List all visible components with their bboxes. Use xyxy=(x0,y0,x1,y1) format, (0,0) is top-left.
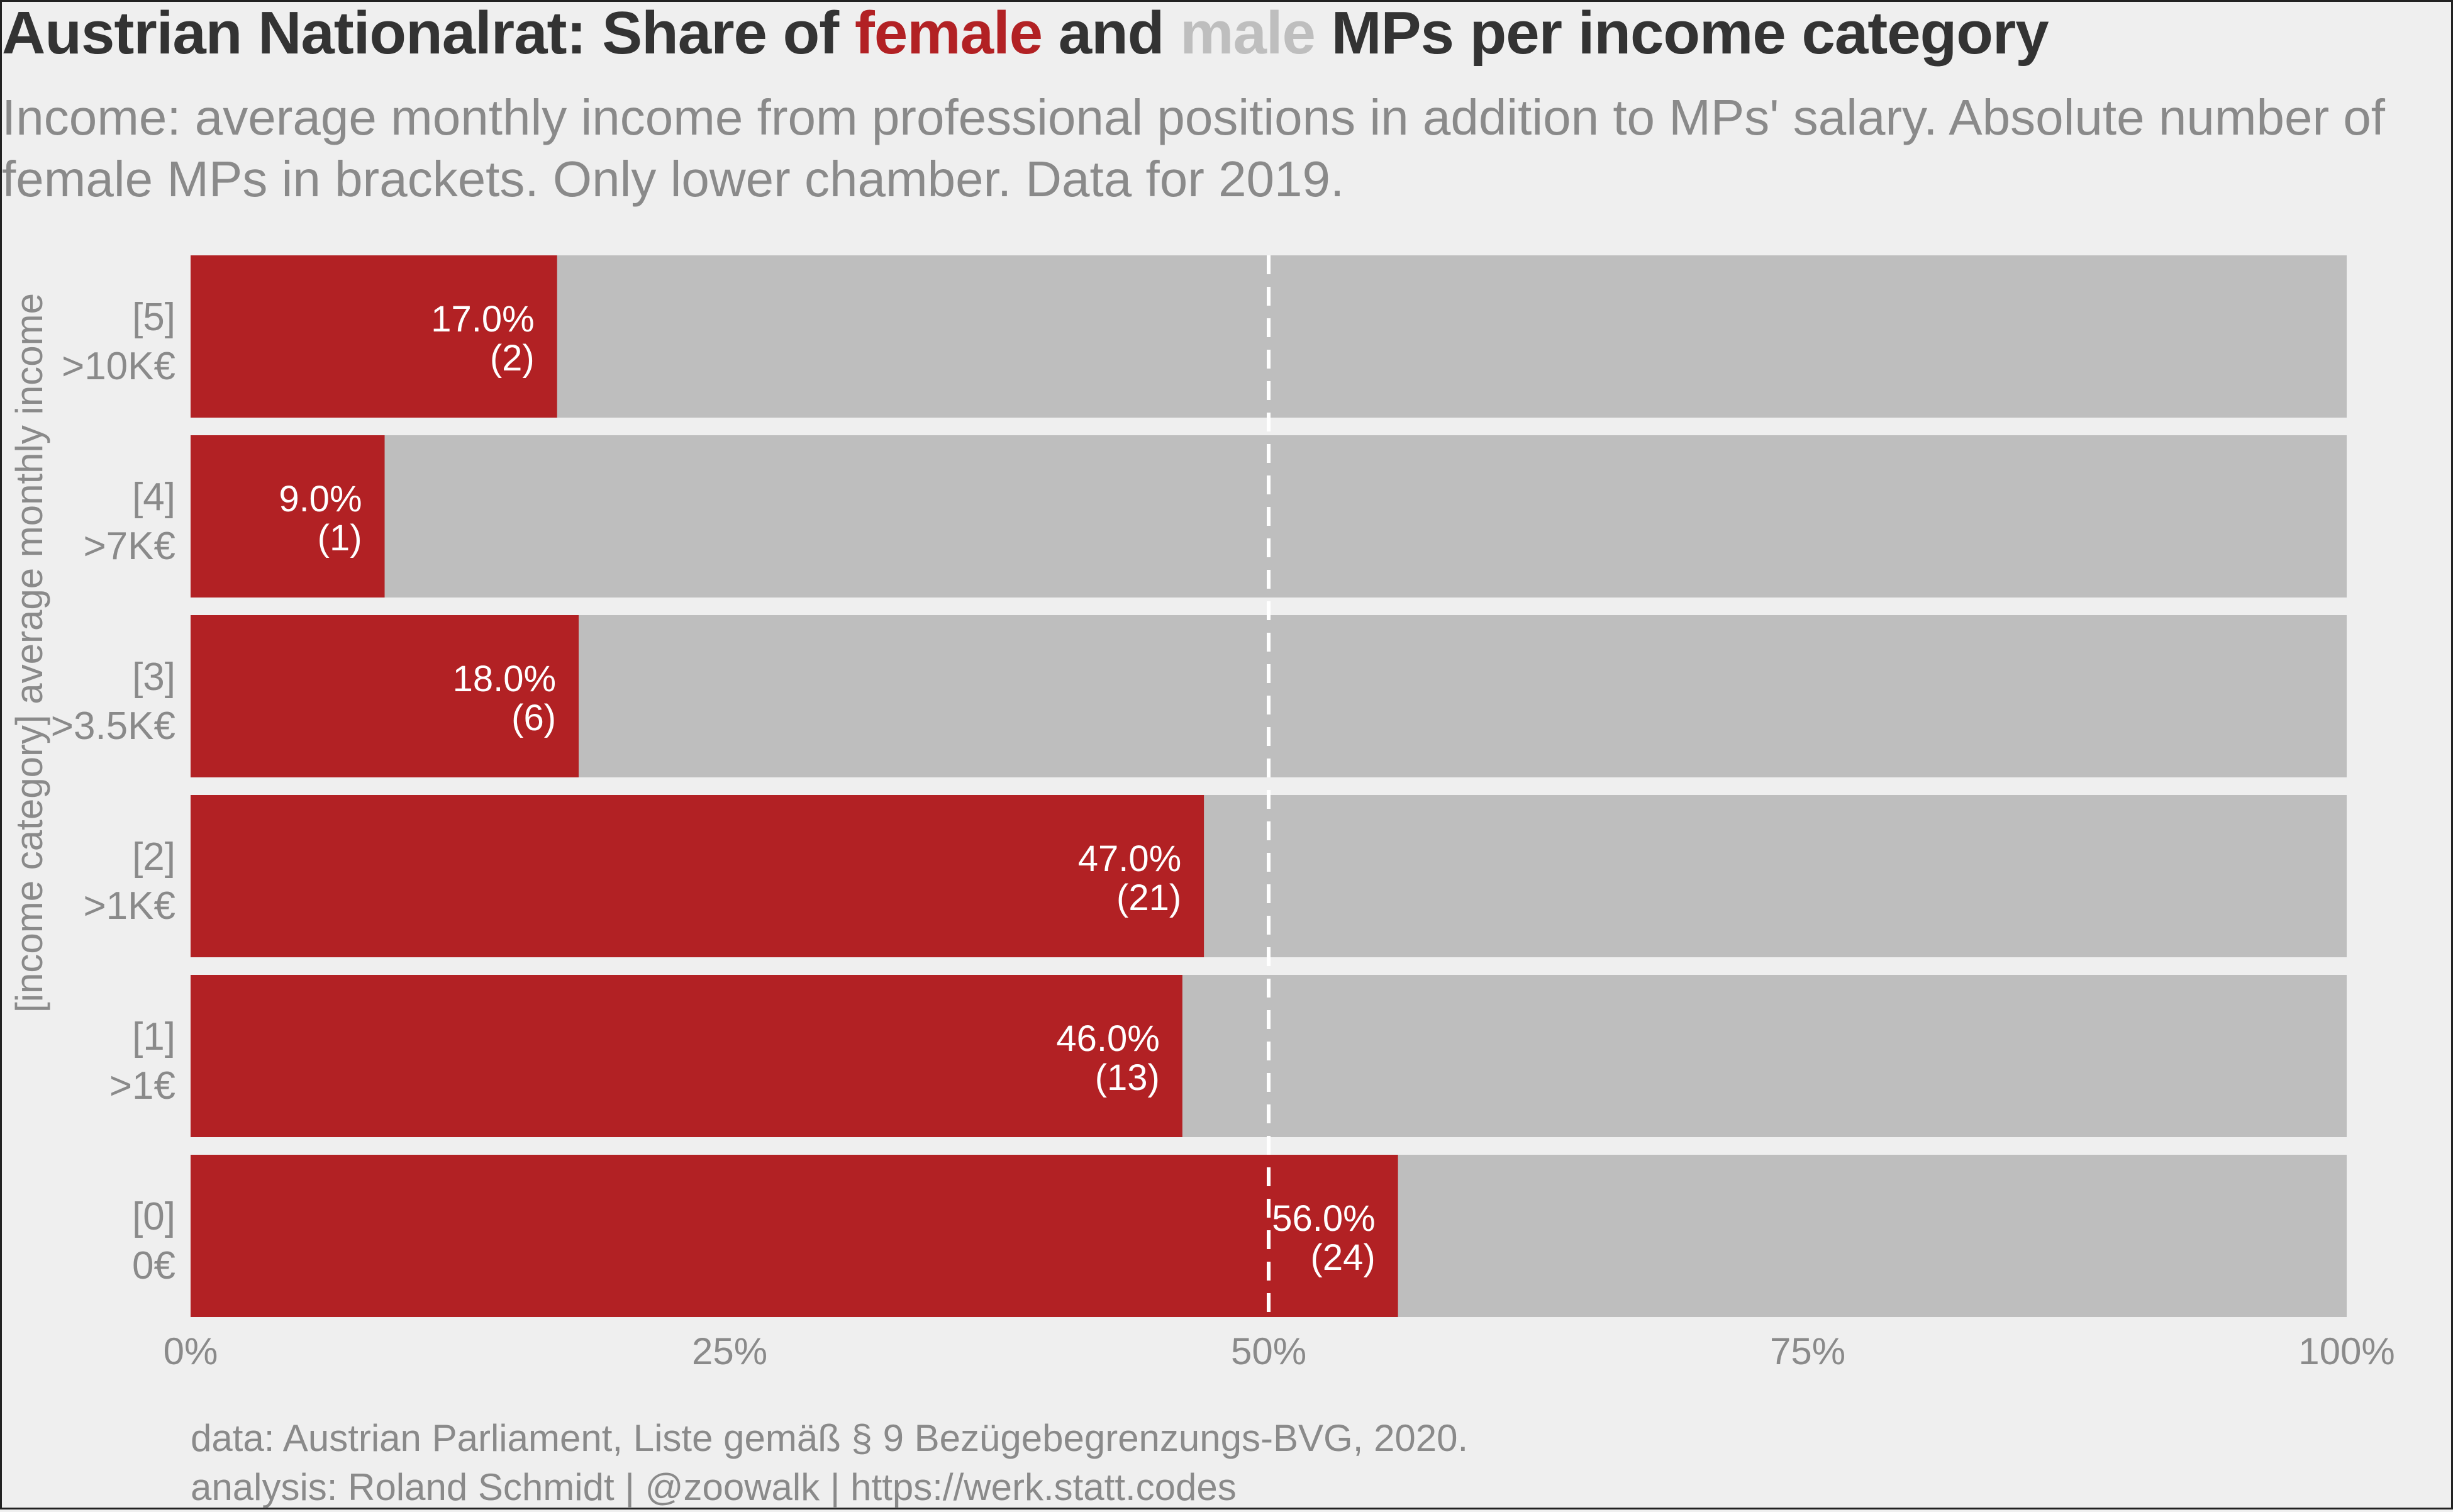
data-label-count-0: (2) xyxy=(490,338,535,379)
bar-female-4 xyxy=(191,975,1182,1137)
x-tick-label-3: 75% xyxy=(1770,1330,1845,1372)
bar-male-2 xyxy=(579,615,2347,777)
bar-male-1 xyxy=(384,435,2347,598)
subtitle-line-2: female MPs in brackets. Only lower chamb… xyxy=(2,151,1345,207)
y-tick-label-5: 0€ xyxy=(132,1244,175,1287)
subtitle-line-1: Income: average monthly income from prof… xyxy=(2,89,2386,145)
y-tick-code-3: [2] xyxy=(132,835,175,879)
chart-subtitle: Income: average monthly income from prof… xyxy=(2,87,2453,210)
title-male-word: male xyxy=(1180,0,1316,67)
x-tick-label-1: 25% xyxy=(692,1330,767,1372)
chart-title: Austrian Nationalrat: Share of female an… xyxy=(2,2,2049,65)
data-label-pct-0: 17.0% xyxy=(431,299,534,340)
bar-female-1 xyxy=(191,435,385,598)
y-tick-code-2: [3] xyxy=(132,655,175,699)
title-part-prefix: Austrian Nationalrat: Share of xyxy=(2,0,855,67)
data-label-pct-4: 46.0% xyxy=(1056,1018,1159,1059)
title-part-suffix: MPs per income category xyxy=(1315,0,2049,67)
x-tick-label-4: 100% xyxy=(2298,1330,2395,1372)
y-axis-title: [income category] average monthly income xyxy=(8,293,50,1013)
bar-female-3 xyxy=(191,795,1204,957)
caption-analysis-credit: analysis: Roland Schmidt | @zoowalk | ht… xyxy=(191,1466,1237,1508)
y-tick-code-5: [0] xyxy=(132,1195,175,1238)
title-female-word: female xyxy=(854,0,1043,67)
chart-caption: data: Austrian Parliament, Liste gemäß §… xyxy=(191,1414,1468,1512)
y-tick-code-0: [5] xyxy=(132,296,175,339)
bar-male-5 xyxy=(1398,1155,2347,1317)
data-label-count-2: (6) xyxy=(511,698,556,738)
x-tick-label-0: 0% xyxy=(164,1330,218,1372)
y-tick-label-2: >3.5K€ xyxy=(51,704,175,748)
title-part-and: and xyxy=(1042,0,1181,67)
bar-male-4 xyxy=(1182,975,2347,1137)
y-tick-code-4: [1] xyxy=(132,1015,175,1059)
data-label-pct-5: 56.0% xyxy=(1272,1198,1375,1239)
y-tick-code-1: [4] xyxy=(132,475,175,519)
data-label-pct-1: 9.0% xyxy=(279,479,362,520)
y-tick-label-4: >1€ xyxy=(109,1064,175,1108)
bar-female-2 xyxy=(191,615,579,777)
bar-female-0 xyxy=(191,255,557,418)
caption-data-source: data: Austrian Parliament, Liste gemäß §… xyxy=(191,1417,1469,1459)
y-tick-label-0: >10K€ xyxy=(62,345,175,388)
bar-female-5 xyxy=(191,1155,1398,1317)
bar-male-0 xyxy=(557,255,2347,418)
data-label-pct-2: 18.0% xyxy=(453,659,556,699)
bar-male-3 xyxy=(1204,795,2347,957)
data-label-count-1: (1) xyxy=(318,518,362,559)
data-label-pct-3: 47.0% xyxy=(1078,838,1181,879)
data-label-count-3: (21) xyxy=(1116,877,1181,918)
data-label-count-5: (24) xyxy=(1311,1237,1376,1278)
y-tick-label-3: >1K€ xyxy=(83,884,175,928)
data-label-count-4: (13) xyxy=(1095,1057,1160,1098)
y-tick-label-1: >7K€ xyxy=(83,525,175,568)
x-tick-label-2: 50% xyxy=(1231,1330,1306,1372)
